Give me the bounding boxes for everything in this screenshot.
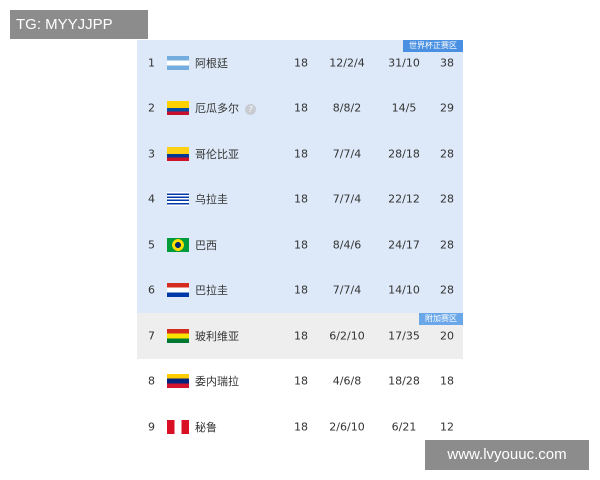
team-name: 巴西	[195, 238, 217, 252]
win-draw-loss: 2/6/10	[329, 420, 365, 434]
rank: 6	[148, 283, 155, 297]
team-name: 哥伦比亚	[195, 147, 239, 161]
team-name: 阿根廷	[195, 56, 228, 70]
win-draw-loss: 7/7/4	[332, 192, 362, 206]
goals: 14/5	[391, 101, 417, 115]
points: 12	[440, 420, 454, 434]
standings-table: 1 阿根廷 18 12/2/4 31/10 38 世界杯正赛区 2 厄瓜多尔? 18 8/8/2 14…	[137, 40, 463, 450]
bolivia-flag-icon	[167, 328, 189, 343]
table-row[interactable]: 7 玻利维亚 18 6/2/10 17/35 20 附加赛区	[137, 313, 463, 359]
team-name: 秘鲁	[195, 420, 217, 434]
info-icon[interactable]: ?	[245, 104, 256, 116]
rank: 4	[148, 192, 155, 206]
played: 18	[294, 192, 308, 206]
points: 38	[440, 56, 454, 70]
table-row[interactable]: 2 厄瓜多尔? 18 8/8/2 14/5 29	[137, 85, 463, 131]
argentina-flag-icon	[167, 55, 189, 70]
played: 18	[294, 329, 308, 343]
table-row[interactable]: 6 巴拉圭 18 7/7/4 14/10 28	[137, 267, 463, 313]
rank: 3	[148, 147, 155, 161]
uruguay-flag-icon	[167, 192, 189, 207]
points: 28	[440, 192, 454, 206]
goals: 22/12	[388, 192, 420, 206]
points: 28	[440, 238, 454, 252]
playoff-zone-tag: 附加赛区	[419, 313, 463, 325]
points: 20	[440, 329, 454, 343]
goals: 18/28	[388, 374, 420, 388]
colombia-flag-icon	[167, 146, 189, 161]
watermark-top-left: TG: MYYJJPP	[10, 10, 148, 39]
rank: 1	[148, 56, 155, 70]
played: 18	[294, 374, 308, 388]
ecuador-flag-icon	[167, 101, 189, 116]
goals: 17/35	[388, 329, 420, 343]
rank: 9	[148, 420, 155, 434]
team-name: 委内瑞拉	[195, 375, 239, 389]
watermark-bottom-right: www.lvyouuc.com	[425, 440, 589, 470]
brazil-flag-icon	[167, 237, 189, 252]
win-draw-loss: 6/2/10	[329, 329, 365, 343]
table-row[interactable]: 1 阿根廷 18 12/2/4 31/10 38 世界杯正赛区	[137, 40, 463, 86]
goals: 6/21	[391, 420, 417, 434]
played: 18	[294, 147, 308, 161]
played: 18	[294, 101, 308, 115]
win-draw-loss: 8/4/6	[332, 238, 362, 252]
venezuela-flag-icon	[167, 374, 189, 389]
win-draw-loss: 4/6/8	[332, 374, 362, 388]
table-row[interactable]: 9 秘鲁 18 2/6/10 6/21 12	[137, 404, 463, 450]
table-row[interactable]: 3 哥伦比亚 18 7/7/4 28/18 28	[137, 131, 463, 177]
points: 28	[440, 147, 454, 161]
points: 29	[440, 101, 454, 115]
played: 18	[294, 238, 308, 252]
played: 18	[294, 283, 308, 297]
played: 18	[294, 420, 308, 434]
table-row[interactable]: 5 巴西 18 8/4/6 24/17 28	[137, 222, 463, 268]
goals: 31/10	[388, 56, 420, 70]
points: 28	[440, 283, 454, 297]
peru-flag-icon	[167, 419, 189, 434]
rank: 5	[148, 238, 155, 252]
paraguay-flag-icon	[167, 283, 189, 298]
win-draw-loss: 8/8/2	[332, 101, 362, 115]
points: 18	[440, 374, 454, 388]
win-draw-loss: 7/7/4	[332, 283, 362, 297]
goals: 14/10	[388, 283, 420, 297]
rank: 2	[148, 101, 155, 115]
win-draw-loss: 7/7/4	[332, 147, 362, 161]
table-row[interactable]: 8 委内瑞拉 18 4/6/8 18/28 18	[137, 358, 463, 404]
team-name: 乌拉圭	[195, 193, 228, 207]
team-name: 厄瓜多尔?	[195, 100, 256, 116]
rank: 7	[148, 329, 155, 343]
world-cup-zone-tag: 世界杯正赛区	[403, 40, 463, 52]
team-name: 玻利维亚	[195, 329, 239, 343]
team-name: 巴拉圭	[195, 284, 228, 298]
played: 18	[294, 56, 308, 70]
goals: 28/18	[388, 147, 420, 161]
goals: 24/17	[388, 238, 420, 252]
table-row[interactable]: 4 乌拉圭 18 7/7/4 22/12 28	[137, 176, 463, 222]
rank: 8	[148, 374, 155, 388]
win-draw-loss: 12/2/4	[329, 56, 365, 70]
